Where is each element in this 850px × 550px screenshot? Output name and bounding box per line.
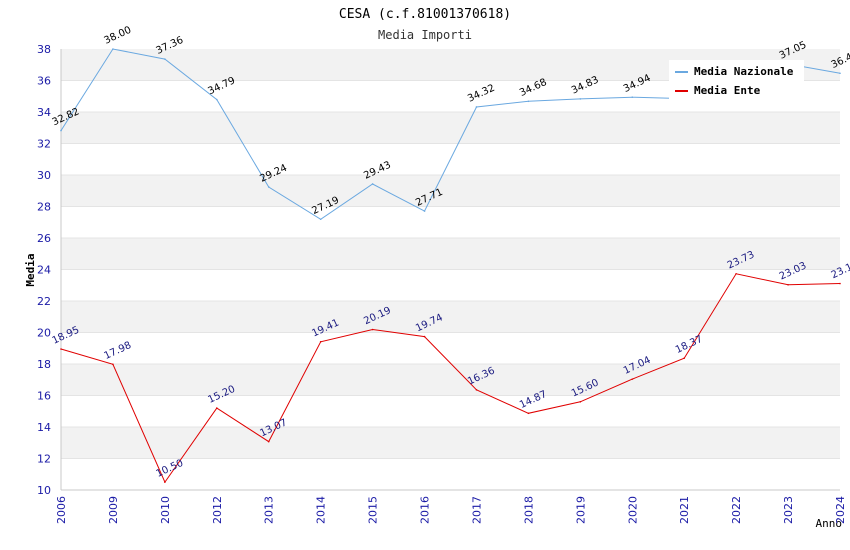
x-tick-label: 2024 [834,496,847,524]
y-tick-label: 18 [37,358,51,371]
y-tick-label: 28 [37,201,51,214]
x-axis-label: Anno [816,517,843,530]
x-tick-label: 2017 [470,496,483,524]
y-tick-label: 30 [37,169,51,182]
legend-background [669,60,804,100]
y-axis-label: Media [24,253,37,286]
x-tick-label: 2023 [782,496,795,524]
data-point-media-nazionale [319,218,322,221]
legend: Media Nazionale Media Ente [669,60,804,100]
y-tick-label: 26 [37,232,51,245]
data-point-media-ente [267,440,270,443]
x-tick-label: 2016 [419,496,432,524]
grid-band [61,301,840,333]
y-tick-label: 12 [37,453,51,466]
legend-label-media-ente: Media Ente [694,84,761,97]
data-point-media-nazionale [164,58,166,60]
chart-subtitle: Media Importi [378,28,472,42]
x-tick-label: 2010 [159,496,172,524]
data-label-media-nazionale: 38.00 [103,25,134,47]
x-tick-labels: 2006 2009 2010 2012 2013 2014 2015 2016 2017 2018… [55,496,847,524]
grid-band [61,427,840,459]
data-point-media-ente [319,340,322,343]
x-tick-label: 2012 [211,496,224,524]
x-tick-label: 2020 [626,496,639,524]
chart-title: CESA (c.f.81001370618) [339,7,511,22]
data-point-media-nazionale [267,186,270,188]
data-point-media-ente [735,272,737,275]
data-point-media-ente [683,357,685,359]
data-point-media-nazionale [527,100,530,103]
data-point-media-ente [60,348,62,350]
legend-label-media-nazionale: Media Nazionale [694,65,794,78]
data-point-media-ente [112,363,114,366]
data-point-media-ente [839,282,841,285]
y-tick-label: 20 [37,327,51,340]
data-point-media-ente [787,283,789,286]
data-point-media-nazionale [60,129,62,132]
x-tick-label: 2022 [730,496,743,524]
y-tick-label: 16 [37,390,51,403]
data-point-media-ente [475,389,478,391]
data-point-media-nazionale [423,210,426,212]
data-point-media-nazionale [839,72,841,75]
x-tick-label: 2021 [678,496,691,524]
data-point-media-ente [631,378,634,380]
grid-band [61,238,840,270]
data-point-media-ente [216,407,218,409]
y-tick-label: 38 [37,43,51,56]
data-point-media-nazionale [216,98,218,101]
data-point-media-nazionale [371,183,374,185]
y-tick-label: 32 [37,138,51,151]
y-tick-label: 36 [37,75,51,88]
x-tick-label: 2018 [522,496,535,524]
x-tick-label: 2019 [574,496,587,524]
data-point-media-nazionale [579,98,582,100]
series-line-media-ente [60,273,841,484]
plot-background-bands [61,49,840,491]
data-point-media-nazionale [631,96,634,98]
data-point-media-ente [527,412,530,415]
y-tick-label: 14 [37,421,51,434]
data-point-media-ente [164,481,166,483]
data-point-media-nazionale [112,48,114,50]
data-point-media-ente [371,328,374,331]
y-tick-label: 10 [37,484,51,497]
x-tick-label: 2014 [315,496,328,524]
grid-band [61,364,840,396]
data-point-media-nazionale [475,106,478,108]
x-tick-label: 2009 [107,496,120,524]
data-label-media-nazionale: 34.32 [466,83,497,105]
data-label-media-ente: 10.50 [155,458,186,480]
y-tick-label: 22 [37,295,51,308]
x-tick-label: 2013 [263,496,276,524]
data-point-media-ente [579,401,582,403]
x-tick-label: 2015 [367,496,380,524]
y-tick-label: 24 [37,264,51,277]
grid-band [61,175,840,207]
data-label-media-ente: 17.98 [103,340,134,362]
axes [60,49,840,491]
y-tick-labels: 10 12 14 16 18 20 22 24 26 28 30 32 34 36 38 [37,43,51,497]
data-point-media-ente [423,335,426,338]
x-tick-label: 2006 [55,496,68,524]
grid-band [61,112,840,144]
y-tick-label: 34 [37,106,51,119]
data-label-media-ente: 18.37 [674,334,705,356]
